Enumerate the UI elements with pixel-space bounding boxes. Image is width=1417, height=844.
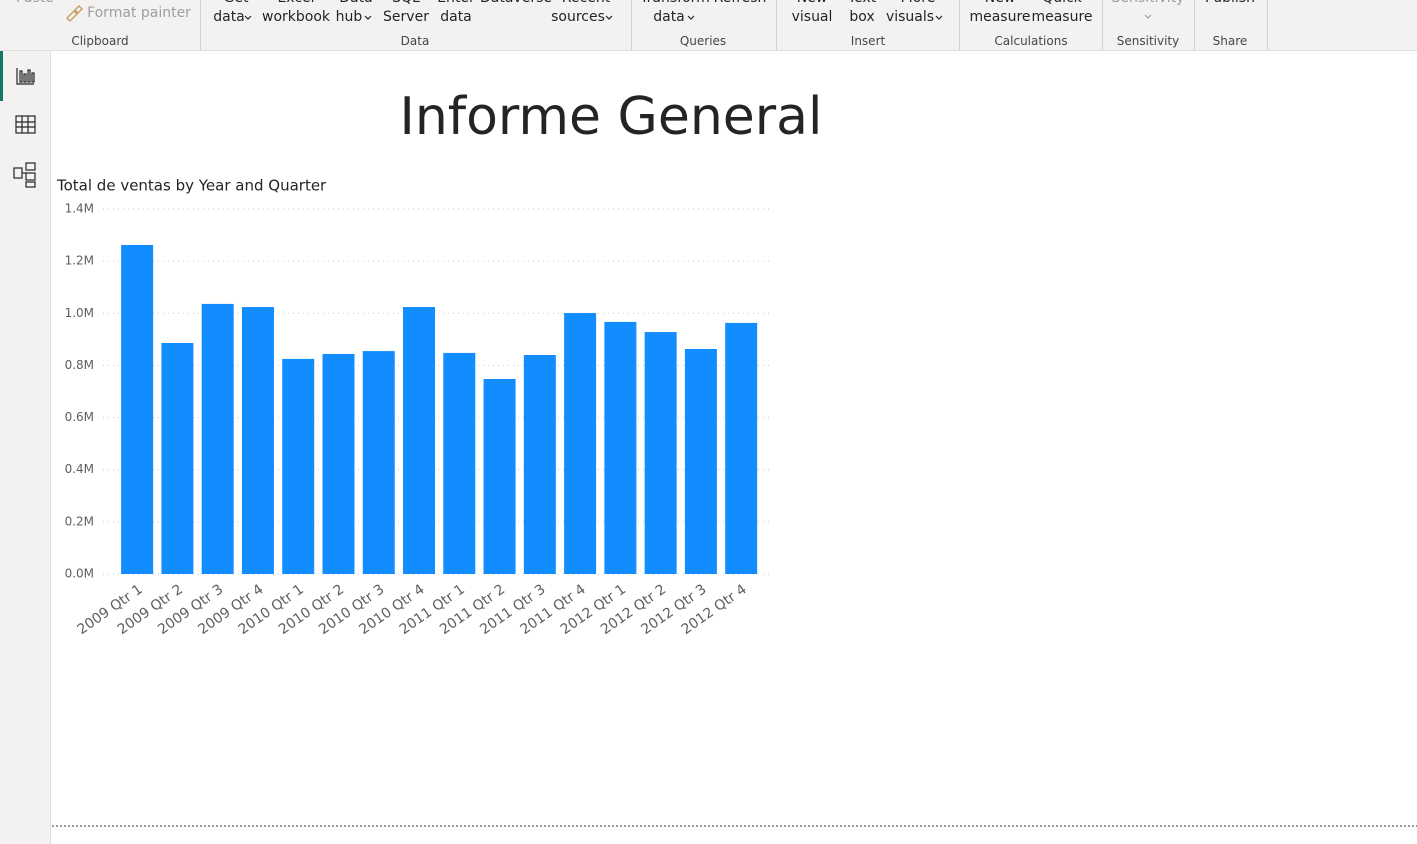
group-label: Calculations [994,34,1068,48]
bar [241,307,274,574]
button-text[interactable]: Text [848,0,876,7]
button-text[interactable]: Sensitivity [1112,0,1185,7]
nav-icons [13,68,36,188]
y-tick-label: 0.4M [65,462,94,476]
button-text[interactable]: visuals [885,9,935,25]
y-tick-label: 1.0M [65,306,94,320]
group-label: Insert [850,34,886,48]
bar [362,351,395,574]
left-nav [0,51,51,844]
bar [483,378,516,574]
button-text[interactable]: Transform [640,0,710,7]
bar [523,355,556,574]
button-text[interactable]: sources [551,9,605,25]
group-label: Share [1212,34,1248,48]
x-tick-label: 2011 Qtr 1 [397,581,468,638]
button-text[interactable]: data [440,9,472,25]
button-text[interactable]: New [985,0,1016,7]
bar [564,313,597,574]
y-tick-label: 0.2M [65,514,94,528]
y-tick-label: 1.4M [65,202,94,216]
format-painter-button[interactable]: Format painter [87,5,191,21]
x-tick-label: 2010 Qtr 3 [316,581,387,638]
button-text[interactable]: Data [339,0,372,7]
button-text[interactable]: Refresh [714,0,767,7]
bar [121,244,154,574]
x-tick-label: 2009 Qtr 3 [155,581,226,638]
x-tick-label: 2011 Qtr 2 [437,581,508,638]
x-tick-label: 2012 Qtr 4 [679,581,750,638]
format-painter-icon [65,4,84,23]
button-text[interactable]: workbook [261,9,331,25]
x-tick-label: 2009 Qtr 4 [195,581,266,638]
button-text[interactable]: Server [383,9,429,25]
x-tick-label: 2010 Qtr 4 [356,581,427,638]
y-tick-label: 1.2M [65,254,94,268]
button-text[interactable]: Recent [562,0,610,7]
y-tick-label: 0.6M [65,410,94,424]
button-text[interactable]: SQL [392,0,420,7]
group-label: Queries [679,34,727,48]
bar [282,358,315,574]
bar [443,352,476,574]
ribbon: Paste Format painter Clipboard Get data … [0,0,1417,51]
bar [604,321,637,574]
x-tick-label: 2010 Qtr 1 [236,581,307,638]
button-text[interactable]: Quick [1042,0,1082,7]
button-text[interactable]: measure [1031,9,1093,25]
bar [201,303,234,574]
x-tick-label: 2012 Qtr 2 [598,581,669,638]
bar [644,332,677,574]
button-text[interactable]: visual [791,9,833,25]
group-label: Clipboard [71,34,129,48]
button-text[interactable]: Get [224,0,249,7]
button-text[interactable]: hub [335,9,363,25]
button-text[interactable]: data [653,9,685,25]
x-tick-label: 2009 Qtr 2 [115,581,186,638]
button-text[interactable]: Excel [277,0,314,7]
button-text[interactable]: box [849,9,875,25]
button-text[interactable]: More [901,0,936,7]
button-text[interactable]: data [213,9,245,25]
x-tick-label: 2012 Qtr 3 [638,581,709,638]
button-text[interactable]: Publish [1205,0,1255,7]
button-text[interactable]: Enter [437,0,475,7]
y-tick-label: 0.0M [65,567,94,581]
bar [684,349,717,574]
button-text[interactable]: Dataverse [480,0,552,7]
x-tick-label: 2011 Qtr 4 [518,581,589,638]
x-tick-label: 2012 Qtr 1 [558,581,629,638]
button-text[interactable]: New [797,0,828,7]
x-tick-label: 2009 Qtr 1 [75,581,146,638]
button-text[interactable]: measure [969,9,1031,25]
group-label: Data [400,34,430,48]
group-label: Sensitivity [1116,34,1180,48]
chart-title: Total de ventas by Year and Quarter [56,177,327,195]
bar [725,322,758,574]
y-tick-label: 0.8M [65,358,94,372]
bar [403,307,436,574]
bar [322,353,355,574]
bar [161,343,194,574]
report-title: Informe General [400,87,823,147]
dropdown-chevrons [244,14,1152,20]
paste-button[interactable]: Paste [16,0,54,7]
x-tick-label: 2011 Qtr 3 [477,581,548,638]
x-tick-label: 2010 Qtr 2 [276,581,347,638]
